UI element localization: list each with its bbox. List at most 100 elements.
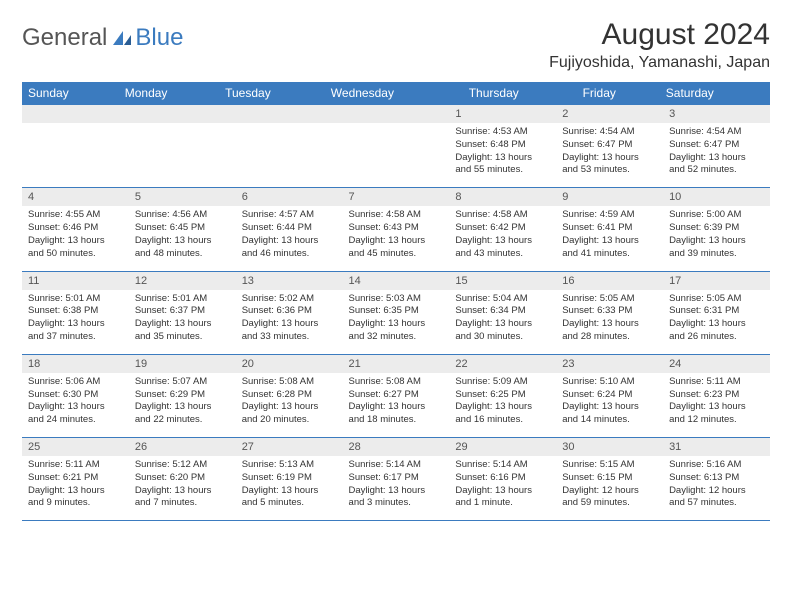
sunset-text: Sunset: 6:24 PM bbox=[562, 389, 657, 402]
sunrise-text: Sunrise: 4:54 AM bbox=[562, 126, 657, 139]
week-row: 123 Sunrise: 4:53 AMSunset: 6:48 PMDayli… bbox=[22, 105, 770, 188]
day-number: 17 bbox=[663, 271, 770, 290]
sunrise-text: Sunrise: 5:01 AM bbox=[135, 293, 230, 306]
day-number: 7 bbox=[343, 188, 450, 207]
day-number bbox=[22, 105, 129, 124]
sunset-text: Sunset: 6:27 PM bbox=[349, 389, 444, 402]
daylight-text: Daylight: 12 hours and 57 minutes. bbox=[669, 485, 764, 511]
sunrise-text: Sunrise: 5:09 AM bbox=[455, 376, 550, 389]
day-detail: Sunrise: 4:53 AMSunset: 6:48 PMDaylight:… bbox=[449, 123, 556, 187]
day-number: 11 bbox=[22, 271, 129, 290]
sunset-text: Sunset: 6:34 PM bbox=[455, 305, 550, 318]
daylight-text: Daylight: 13 hours and 33 minutes. bbox=[242, 318, 337, 344]
calendar-table: Sunday Monday Tuesday Wednesday Thursday… bbox=[22, 82, 770, 104]
day-detail: Sunrise: 5:01 AMSunset: 6:37 PMDaylight:… bbox=[129, 290, 236, 354]
day-detail: Sunrise: 5:14 AMSunset: 6:16 PMDaylight:… bbox=[449, 456, 556, 521]
sunset-text: Sunset: 6:13 PM bbox=[669, 472, 764, 485]
day-detail: Sunrise: 5:09 AMSunset: 6:25 PMDaylight:… bbox=[449, 373, 556, 437]
day-detail bbox=[343, 123, 450, 187]
sunset-text: Sunset: 6:33 PM bbox=[562, 305, 657, 318]
sunrise-text: Sunrise: 5:12 AM bbox=[135, 459, 230, 472]
sunrise-text: Sunrise: 5:05 AM bbox=[562, 293, 657, 306]
sunset-text: Sunset: 6:45 PM bbox=[135, 222, 230, 235]
sunrise-text: Sunrise: 5:06 AM bbox=[28, 376, 123, 389]
day-number: 12 bbox=[129, 271, 236, 290]
sunset-text: Sunset: 6:28 PM bbox=[242, 389, 337, 402]
brand-part2: Blue bbox=[135, 24, 183, 52]
day-detail: Sunrise: 5:15 AMSunset: 6:15 PMDaylight:… bbox=[556, 456, 663, 521]
dayhead-sunday: Sunday bbox=[22, 82, 119, 104]
day-detail: Sunrise: 4:56 AMSunset: 6:45 PMDaylight:… bbox=[129, 206, 236, 270]
daylight-text: Daylight: 13 hours and 22 minutes. bbox=[135, 401, 230, 427]
sunrise-text: Sunrise: 5:01 AM bbox=[28, 293, 123, 306]
daylight-text: Daylight: 13 hours and 3 minutes. bbox=[349, 485, 444, 511]
sunset-text: Sunset: 6:38 PM bbox=[28, 305, 123, 318]
day-number: 18 bbox=[22, 354, 129, 373]
day-detail: Sunrise: 5:02 AMSunset: 6:36 PMDaylight:… bbox=[236, 290, 343, 354]
day-detail: Sunrise: 4:55 AMSunset: 6:46 PMDaylight:… bbox=[22, 206, 129, 270]
weeks-container: 123 Sunrise: 4:53 AMSunset: 6:48 PMDayli… bbox=[22, 104, 770, 521]
day-number: 20 bbox=[236, 354, 343, 373]
day-detail: Sunrise: 5:05 AMSunset: 6:33 PMDaylight:… bbox=[556, 290, 663, 354]
brand-part1: General bbox=[22, 24, 107, 52]
day-number: 16 bbox=[556, 271, 663, 290]
sunset-text: Sunset: 6:42 PM bbox=[455, 222, 550, 235]
daylight-text: Daylight: 13 hours and 5 minutes. bbox=[242, 485, 337, 511]
day-number: 9 bbox=[556, 188, 663, 207]
day-detail-row: Sunrise: 5:01 AMSunset: 6:38 PMDaylight:… bbox=[22, 290, 770, 354]
sail-icon bbox=[111, 29, 133, 47]
week-row: 18192021222324Sunrise: 5:06 AMSunset: 6:… bbox=[22, 354, 770, 437]
sunrise-text: Sunrise: 4:53 AM bbox=[455, 126, 550, 139]
daylight-text: Daylight: 13 hours and 52 minutes. bbox=[669, 152, 764, 178]
sunset-text: Sunset: 6:47 PM bbox=[669, 139, 764, 152]
day-number: 28 bbox=[343, 438, 450, 457]
day-number-row: 11121314151617 bbox=[22, 271, 770, 290]
week-row: 11121314151617Sunrise: 5:01 AMSunset: 6:… bbox=[22, 271, 770, 354]
daylight-text: Daylight: 13 hours and 14 minutes. bbox=[562, 401, 657, 427]
daylight-text: Daylight: 13 hours and 1 minute. bbox=[455, 485, 550, 511]
sunset-text: Sunset: 6:23 PM bbox=[669, 389, 764, 402]
day-detail: Sunrise: 4:54 AMSunset: 6:47 PMDaylight:… bbox=[663, 123, 770, 187]
day-number: 13 bbox=[236, 271, 343, 290]
daylight-text: Daylight: 13 hours and 26 minutes. bbox=[669, 318, 764, 344]
sunset-text: Sunset: 6:31 PM bbox=[669, 305, 764, 318]
day-number: 4 bbox=[22, 188, 129, 207]
day-detail: Sunrise: 5:04 AMSunset: 6:34 PMDaylight:… bbox=[449, 290, 556, 354]
sunrise-text: Sunrise: 5:13 AM bbox=[242, 459, 337, 472]
week-row: 45678910Sunrise: 4:55 AMSunset: 6:46 PMD… bbox=[22, 188, 770, 271]
day-number: 23 bbox=[556, 354, 663, 373]
sunset-text: Sunset: 6:29 PM bbox=[135, 389, 230, 402]
sunrise-text: Sunrise: 4:59 AM bbox=[562, 209, 657, 222]
day-number: 26 bbox=[129, 438, 236, 457]
daylight-text: Daylight: 13 hours and 43 minutes. bbox=[455, 235, 550, 261]
sunset-text: Sunset: 6:19 PM bbox=[242, 472, 337, 485]
day-number: 24 bbox=[663, 354, 770, 373]
sunrise-text: Sunrise: 5:07 AM bbox=[135, 376, 230, 389]
daylight-text: Daylight: 13 hours and 18 minutes. bbox=[349, 401, 444, 427]
day-number: 21 bbox=[343, 354, 450, 373]
sunset-text: Sunset: 6:36 PM bbox=[242, 305, 337, 318]
sunrise-text: Sunrise: 5:11 AM bbox=[669, 376, 764, 389]
day-number: 15 bbox=[449, 271, 556, 290]
day-detail: Sunrise: 5:12 AMSunset: 6:20 PMDaylight:… bbox=[129, 456, 236, 521]
day-detail-row: Sunrise: 5:11 AMSunset: 6:21 PMDaylight:… bbox=[22, 456, 770, 521]
day-detail-row: Sunrise: 4:55 AMSunset: 6:46 PMDaylight:… bbox=[22, 206, 770, 270]
day-detail: Sunrise: 4:54 AMSunset: 6:47 PMDaylight:… bbox=[556, 123, 663, 187]
sunset-text: Sunset: 6:46 PM bbox=[28, 222, 123, 235]
day-detail: Sunrise: 5:14 AMSunset: 6:17 PMDaylight:… bbox=[343, 456, 450, 521]
day-number: 1 bbox=[449, 105, 556, 124]
sunrise-text: Sunrise: 5:16 AM bbox=[669, 459, 764, 472]
daylight-text: Daylight: 13 hours and 28 minutes. bbox=[562, 318, 657, 344]
sunset-text: Sunset: 6:16 PM bbox=[455, 472, 550, 485]
daylight-text: Daylight: 13 hours and 20 minutes. bbox=[242, 401, 337, 427]
day-detail-row: Sunrise: 4:53 AMSunset: 6:48 PMDaylight:… bbox=[22, 123, 770, 187]
month-title: August 2024 bbox=[549, 18, 770, 52]
day-detail: Sunrise: 5:16 AMSunset: 6:13 PMDaylight:… bbox=[663, 456, 770, 521]
daylight-text: Daylight: 13 hours and 55 minutes. bbox=[455, 152, 550, 178]
dayhead-thursday: Thursday bbox=[463, 82, 577, 104]
daylight-text: Daylight: 13 hours and 16 minutes. bbox=[455, 401, 550, 427]
daylight-text: Daylight: 13 hours and 32 minutes. bbox=[349, 318, 444, 344]
sunset-text: Sunset: 6:20 PM bbox=[135, 472, 230, 485]
daylight-text: Daylight: 12 hours and 59 minutes. bbox=[562, 485, 657, 511]
day-number-row: 123 bbox=[22, 105, 770, 124]
